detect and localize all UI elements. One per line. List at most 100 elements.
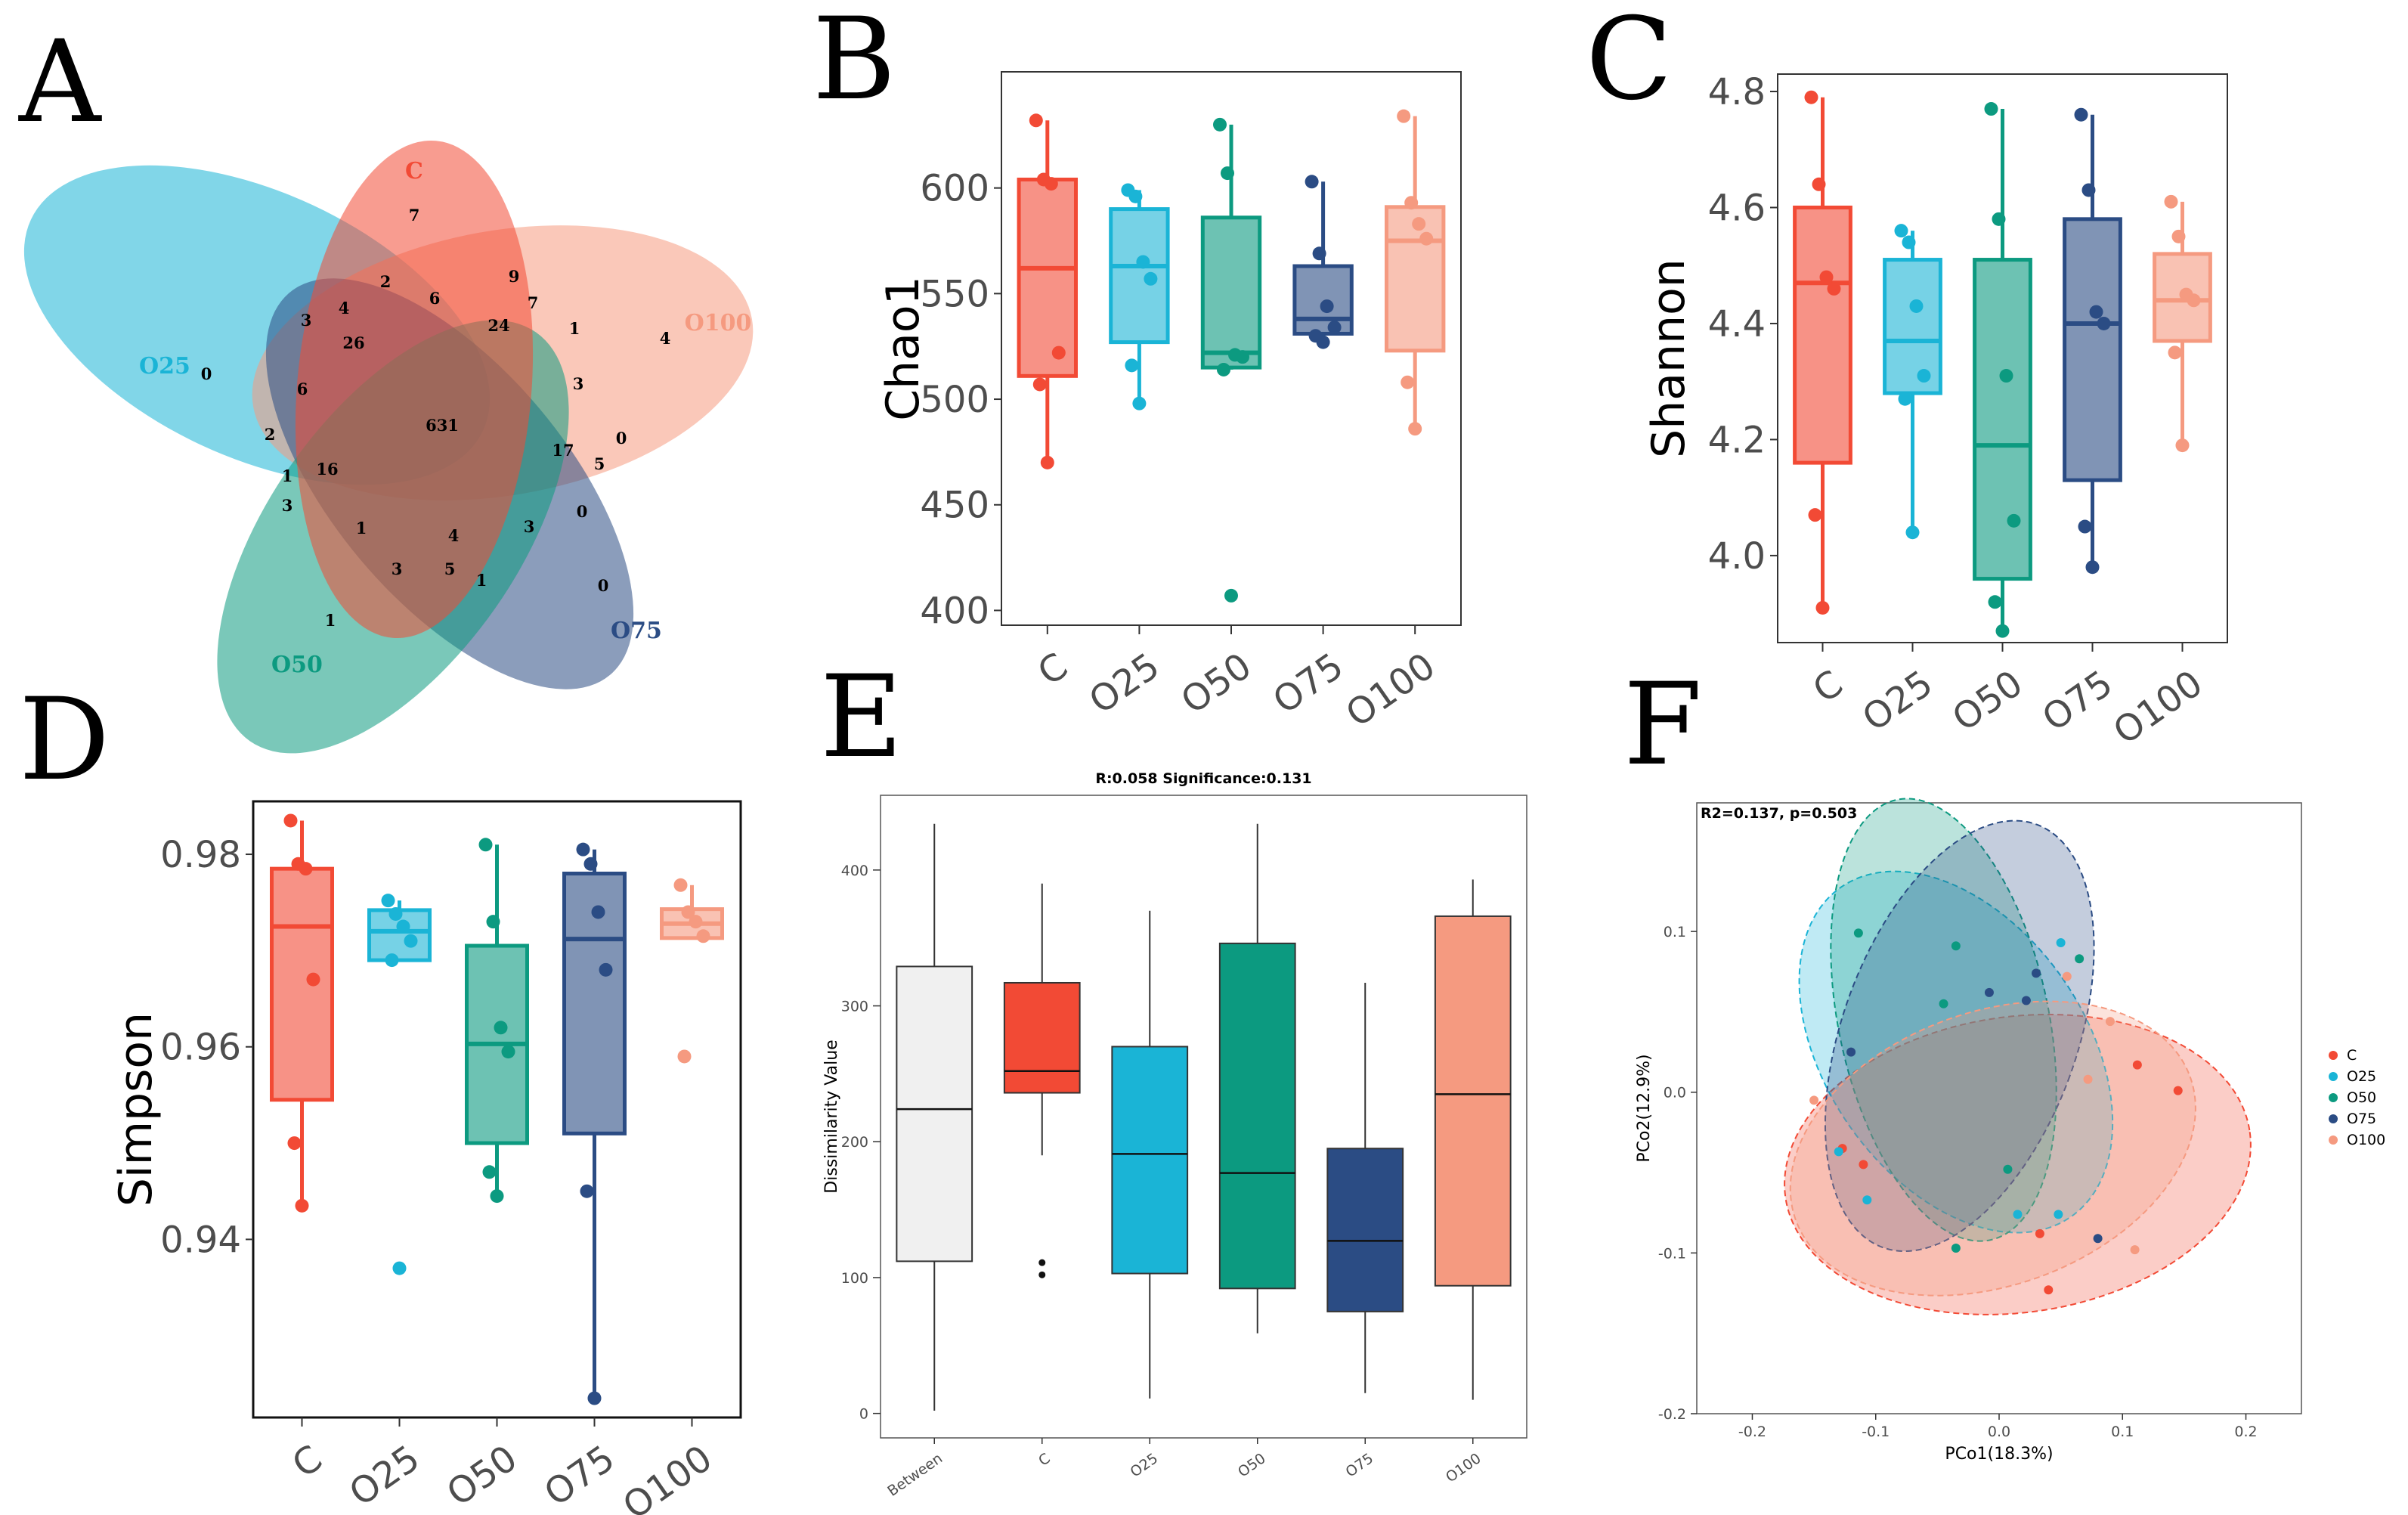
venn-count: 2 [265, 425, 276, 444]
data-point-o50 [1992, 212, 2006, 226]
data-point-o50 [478, 838, 493, 852]
venn-count: 3 [301, 311, 312, 330]
data-point-c [1804, 90, 1818, 104]
x-tick-label: O25 [1855, 662, 1940, 740]
box-o50 [1218, 942, 1296, 1290]
legend-marker-o75 [2329, 1114, 2338, 1123]
data-point-c [1812, 177, 1826, 191]
data-point-o25 [2013, 1210, 2023, 1219]
x-tick-label: O100 [2106, 662, 2210, 753]
data-point-c [2132, 1060, 2142, 1070]
data-point-o75 [2085, 560, 2100, 575]
panel-label-d: D [19, 674, 110, 806]
venn-set-label-o50: O50 [271, 652, 323, 678]
x-tick-label: O50 [1945, 662, 2030, 740]
venn-count: 1 [325, 611, 336, 630]
venn-count: 24 [487, 316, 509, 335]
data-point-c [2044, 1285, 2054, 1295]
venn-set-label-c: C [405, 158, 423, 184]
data-point-o25 [385, 953, 399, 968]
data-point-o50 [482, 1165, 497, 1179]
data-point-c [1819, 270, 1834, 284]
venn-count: 6 [297, 380, 308, 398]
data-point-o100 [2175, 438, 2190, 453]
data-point-c [1859, 1160, 1868, 1170]
data-point-o100 [2187, 293, 2201, 308]
data-point-o75 [2074, 107, 2088, 122]
data-point-c [306, 972, 320, 987]
data-point-c [2035, 1228, 2044, 1238]
venn-count: 3 [282, 496, 293, 515]
data-point-o25 [392, 1261, 407, 1275]
x-tick-label: C [1035, 1450, 1053, 1470]
venn-count: 1 [569, 319, 580, 338]
x-tick-label: 0.1 [2111, 1424, 2134, 1440]
venn-count: 26 [342, 333, 364, 352]
venn-count: 4 [448, 526, 460, 545]
venn-set-label-o75: O75 [611, 618, 662, 644]
data-point-o100 [1408, 422, 1422, 436]
data-point-o100 [689, 915, 703, 929]
data-point-o25 [1128, 189, 1143, 203]
box-between [896, 965, 973, 1262]
data-point-o75 [2089, 305, 2103, 319]
data-point-c [1038, 1271, 1046, 1278]
legend-label-o50: O50 [2347, 1089, 2376, 1106]
data-point-o100 [1412, 217, 1426, 231]
data-point-c [1815, 600, 1830, 615]
dissimilarity-boxplot: 0 100 200 300 400 Dissimilarity Value R:0.058 … [822, 770, 1527, 1500]
data-point-o100 [2130, 1245, 2140, 1255]
x-tick-label: O100 [1443, 1450, 1484, 1486]
box-c [1003, 981, 1081, 1094]
legend-label-o75: O75 [2347, 1111, 2376, 1127]
data-point-c [1040, 455, 1054, 469]
data-point-o75 [2031, 968, 2041, 978]
data-point-o75 [2021, 996, 2031, 1005]
y-axis-label: Shannon [1642, 259, 1695, 458]
venn-ellipses [23, 140, 754, 754]
x-tick-label: -0.2 [1738, 1424, 1766, 1440]
venn-set-label-o25: O25 [139, 353, 190, 380]
confidence-ellipse-o50 [1830, 798, 2057, 1242]
data-point-c [1808, 508, 1822, 522]
data-point-o75 [1305, 175, 1319, 189]
y-tick-label: -0.1 [1658, 1245, 1686, 1262]
y-tick-label: -0.2 [1658, 1406, 1686, 1423]
data-point-c [299, 862, 313, 876]
x-tick-label: O25 [342, 1437, 427, 1515]
data-point-o100 [1401, 375, 1415, 389]
data-point-o25 [1902, 235, 1916, 249]
data-point-o50 [1995, 624, 2010, 638]
plot-title: R2=0.137, p=0.503 [1701, 805, 1857, 822]
x-tick-label: C [1030, 645, 1076, 694]
x-tick-label: C [1806, 662, 1851, 711]
data-point-o100 [673, 878, 688, 892]
data-point-c [287, 1136, 302, 1151]
data-point-o25 [388, 906, 403, 921]
box-o75 [1292, 264, 1354, 336]
data-point-o100 [2105, 1017, 2115, 1027]
venn-count: 4 [660, 329, 671, 348]
data-point-o75 [1327, 321, 1342, 335]
data-point-o50 [1224, 588, 1238, 603]
venn-count: 3 [573, 374, 584, 393]
y-tick-label: 100 [841, 1270, 868, 1287]
x-tick-label: O50 [439, 1437, 525, 1515]
legend-marker-o50 [2329, 1093, 2338, 1102]
y-tick-label: 4.6 [1708, 187, 1766, 229]
x-axis-label: PCo1(18.3%) [1945, 1445, 2053, 1464]
box-o50 [1973, 258, 2032, 581]
data-point-o75 [2081, 183, 2096, 197]
y-tick-label: 400 [920, 590, 989, 632]
data-point-o100 [681, 905, 695, 919]
data-point-c [283, 813, 298, 828]
data-point-o100 [2168, 345, 2182, 360]
data-point-o25 [1905, 525, 1920, 540]
data-point-o50 [494, 1021, 508, 1035]
data-point-o100 [677, 1049, 692, 1064]
box-c [270, 866, 334, 1102]
venn-count: 16 [316, 460, 338, 479]
